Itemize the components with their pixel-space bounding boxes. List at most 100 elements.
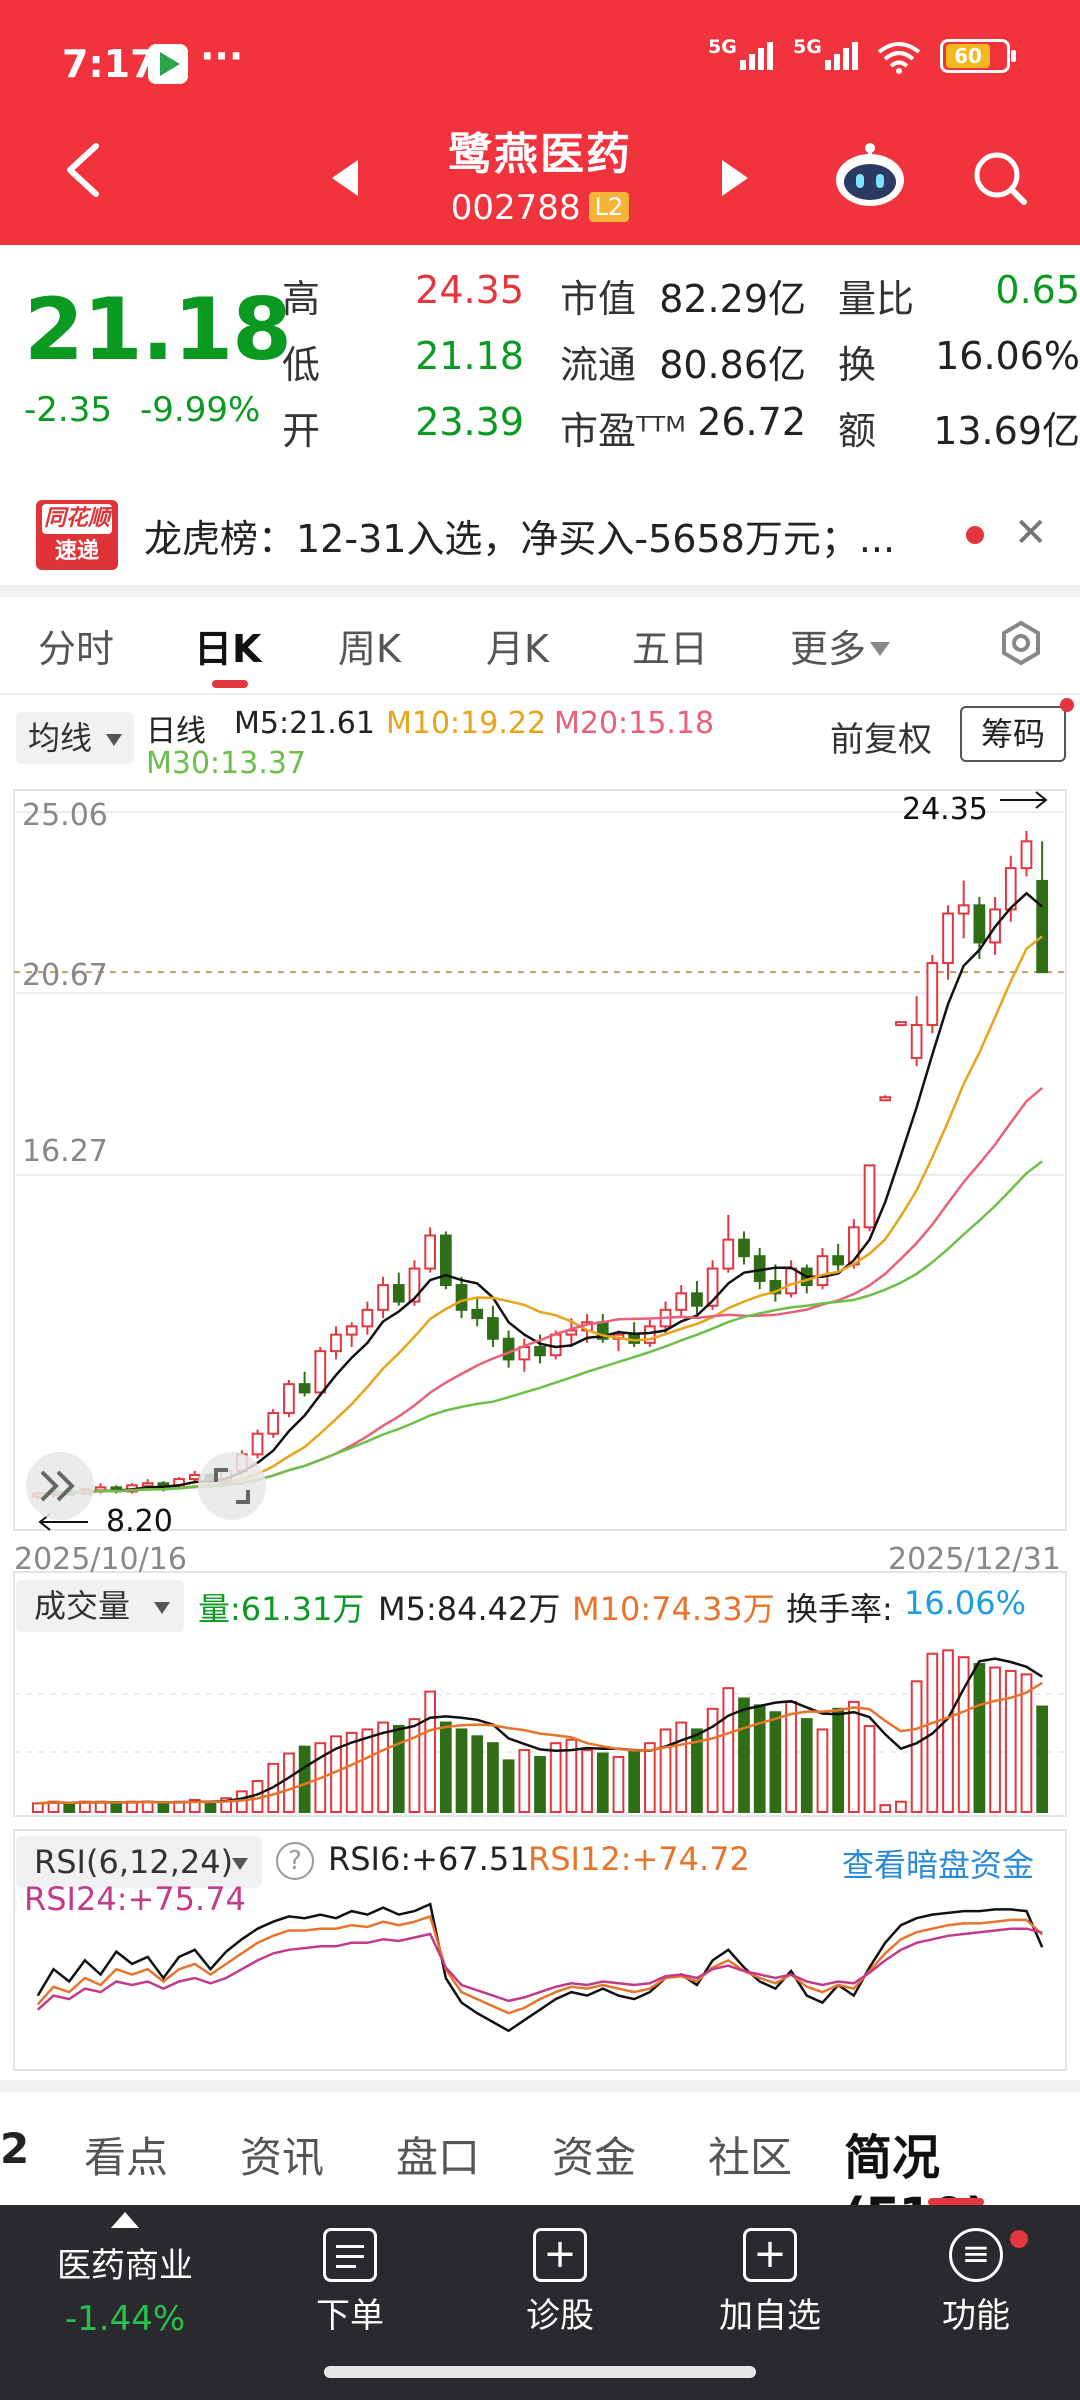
mktcap-value: 82.29亿 bbox=[659, 277, 806, 321]
candle-body bbox=[455, 1284, 468, 1311]
open-label: 开 bbox=[282, 409, 321, 453]
wifi-icon bbox=[877, 42, 921, 74]
next-stock-arrow-icon[interactable] bbox=[722, 160, 748, 196]
chip-distribution-button[interactable]: 筹码 bbox=[960, 706, 1066, 762]
candle-body bbox=[879, 1096, 892, 1102]
volume-bar bbox=[283, 1752, 295, 1814]
candle-body bbox=[738, 1238, 750, 1258]
dark-pool-link[interactable]: 查看暗盘资金 bbox=[842, 1846, 1035, 1884]
volume-bar bbox=[957, 1656, 970, 1813]
tab-orderbook[interactable]: 盘口 bbox=[396, 2133, 481, 2182]
volume-bar bbox=[832, 1707, 845, 1814]
period-label: 日线 bbox=[146, 714, 206, 749]
amount-label: 额 bbox=[838, 409, 877, 453]
volume-bar bbox=[738, 1697, 750, 1813]
volume-bar bbox=[973, 1663, 986, 1813]
bottom-tab-active-indicator bbox=[928, 2198, 984, 2206]
tab-divider bbox=[0, 693, 1080, 695]
volume-bar bbox=[769, 1711, 782, 1813]
quote-panel bbox=[0, 245, 1080, 485]
candle-body bbox=[330, 1333, 342, 1353]
max-price-label: 24.35 bbox=[902, 792, 988, 827]
volume-bar bbox=[31, 1802, 44, 1814]
tab-more-label: 更多 bbox=[790, 627, 867, 671]
volume-bar bbox=[188, 1798, 201, 1813]
signal-icon-1: 5G bbox=[708, 36, 773, 70]
candle-body bbox=[361, 1308, 374, 1328]
candle-body bbox=[769, 1279, 782, 1295]
close-icon[interactable]: ✕ bbox=[1014, 510, 1048, 556]
help-icon[interactable]: ? bbox=[276, 1842, 314, 1880]
rsi-line-rsi24 bbox=[36, 1927, 1043, 2011]
candle-body bbox=[1036, 879, 1049, 974]
candle-body bbox=[408, 1267, 421, 1303]
tab-capital[interactable]: 资金 bbox=[552, 2133, 637, 2182]
volume-bar bbox=[157, 1802, 170, 1814]
tab-more[interactable]: 更多 bbox=[790, 618, 891, 673]
volume-bar bbox=[408, 1718, 421, 1813]
volume-bar bbox=[565, 1738, 578, 1814]
candle-body bbox=[283, 1383, 295, 1415]
turnover-label: 换 bbox=[838, 343, 877, 387]
tab-daily-k[interactable]: 日K bbox=[194, 627, 262, 671]
function-badge-dot bbox=[1010, 2230, 1028, 2248]
gear-icon[interactable] bbox=[998, 620, 1044, 666]
volume-bar bbox=[110, 1802, 123, 1814]
prev-stock-arrow-icon[interactable] bbox=[332, 160, 358, 196]
tab-community[interactable]: 社区 bbox=[708, 2133, 793, 2182]
volume-indicator-select[interactable]: 成交量 bbox=[16, 1580, 184, 1632]
candle-body bbox=[267, 1412, 280, 1435]
order-button[interactable]: 下单 bbox=[290, 2228, 410, 2337]
max-arrow-icon bbox=[1000, 791, 1048, 809]
open-value: 23.39 bbox=[415, 400, 524, 444]
candle-body bbox=[565, 1329, 578, 1336]
tab-partial[interactable]: 2 bbox=[0, 2124, 30, 2173]
back-arrow-icon[interactable] bbox=[60, 140, 108, 200]
robot-assistant-icon[interactable] bbox=[834, 142, 906, 208]
volume-bar bbox=[455, 1728, 468, 1813]
sector-change: -1.44% bbox=[64, 2299, 186, 2339]
play-store-icon bbox=[148, 44, 188, 84]
rsi-select-label: RSI(6,12,24) bbox=[34, 1843, 234, 1881]
candle-body bbox=[345, 1325, 358, 1336]
news-logo-bottom: 速递 bbox=[54, 539, 99, 564]
function-button[interactable]: ≡ 功能 bbox=[916, 2228, 1036, 2337]
tab-monthly-k[interactable]: 月K bbox=[486, 627, 549, 671]
add-watchlist-button[interactable]: + 加自选 bbox=[710, 2228, 830, 2337]
notification-dot bbox=[1060, 698, 1074, 712]
tab-intraday[interactable]: 分时 bbox=[38, 627, 115, 671]
ma-type-select[interactable]: 均线 bbox=[16, 712, 134, 764]
function-label: 功能 bbox=[942, 2296, 1010, 2336]
status-time: 7:17 bbox=[62, 42, 157, 86]
candle-body bbox=[643, 1325, 656, 1344]
volume-bar bbox=[722, 1687, 735, 1814]
chevron-down-icon bbox=[106, 734, 122, 746]
search-icon[interactable] bbox=[970, 148, 1030, 208]
float-value: 80.86亿 bbox=[659, 343, 806, 387]
ma30-line bbox=[37, 1160, 1043, 1495]
candle-body bbox=[973, 904, 986, 944]
level2-badge[interactable]: L2 bbox=[588, 192, 630, 222]
news-text[interactable]: 龙虎榜：12-31入选，净买入-5658万元；... bbox=[144, 517, 896, 561]
rsi-indicator-select[interactable]: RSI(6,12,24) bbox=[16, 1836, 262, 1888]
tab-highlights[interactable]: 看点 bbox=[84, 2133, 169, 2182]
x-axis-start-date: 2025/10/16 bbox=[14, 1542, 187, 1577]
candle-body bbox=[392, 1284, 405, 1303]
tab-news[interactable]: 资讯 bbox=[240, 2133, 325, 2182]
candle-body bbox=[910, 1024, 923, 1060]
diagnose-button[interactable]: + 诊股 bbox=[500, 2228, 620, 2337]
tab-five-day[interactable]: 五日 bbox=[632, 627, 709, 671]
sector-info[interactable]: 医药商业 -1.44% bbox=[40, 2212, 210, 2339]
volume-m10: M10:74.33万 bbox=[572, 1590, 775, 1628]
low-label: 低 bbox=[282, 343, 321, 387]
volume-bar bbox=[581, 1749, 593, 1813]
adjust-mode[interactable]: 前复权 bbox=[830, 720, 932, 760]
fullscreen-icon bbox=[214, 1468, 250, 1504]
tab-weekly-k[interactable]: 周K bbox=[338, 627, 401, 671]
candle-body bbox=[895, 1021, 907, 1027]
volume-bar bbox=[989, 1666, 1001, 1814]
candle-body bbox=[722, 1238, 735, 1270]
home-indicator[interactable] bbox=[324, 2366, 756, 2378]
volume-bar bbox=[361, 1728, 374, 1813]
